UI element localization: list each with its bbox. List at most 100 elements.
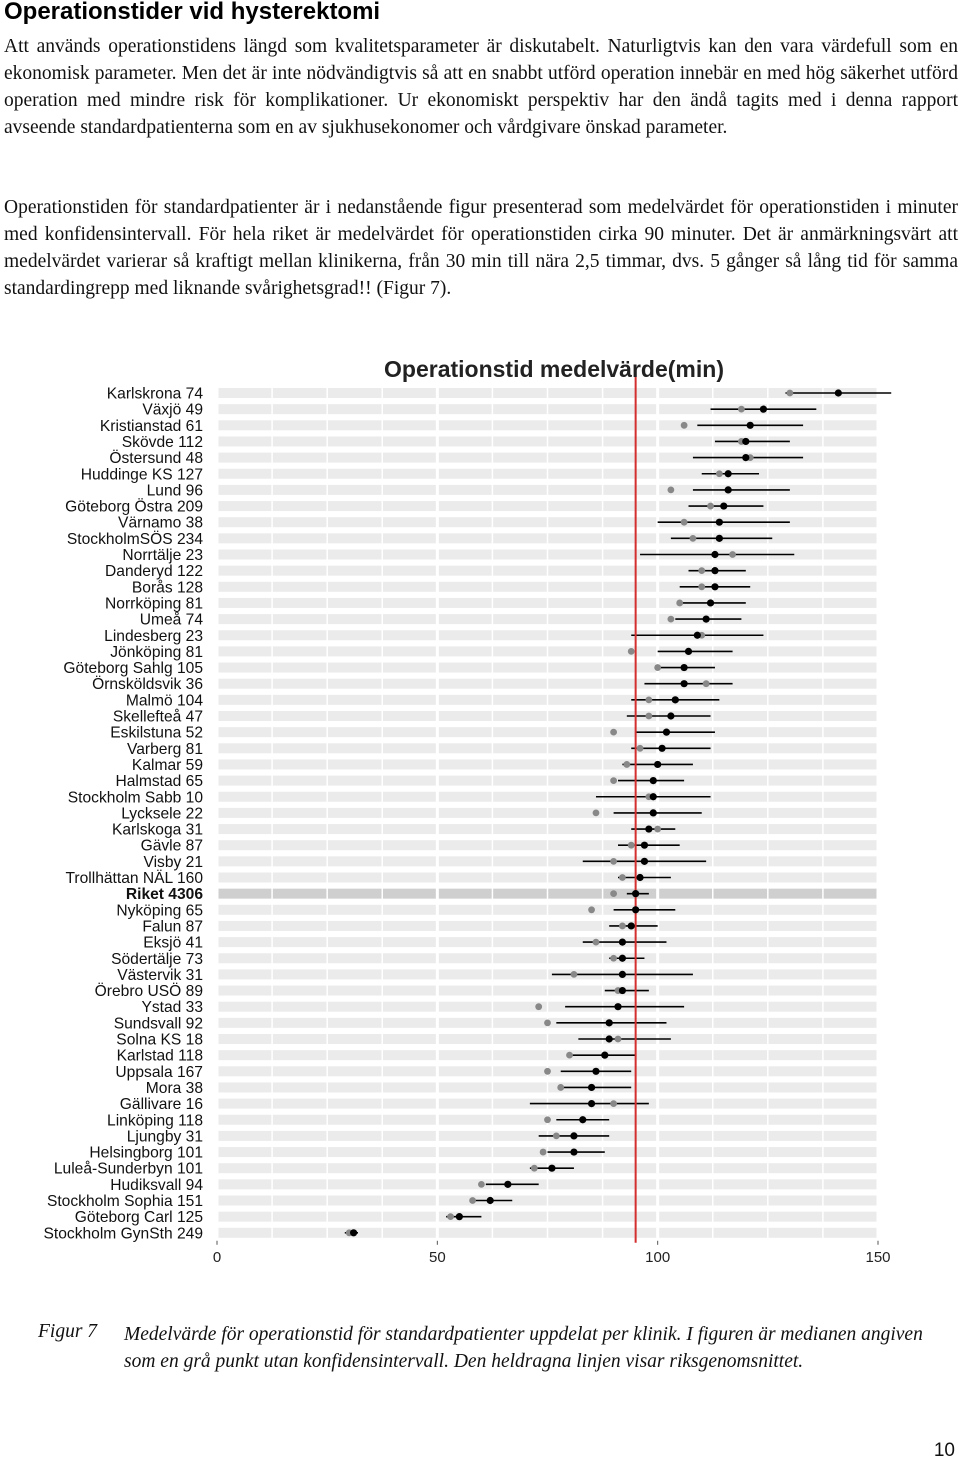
- clinic-label: Uppsala 167: [115, 1064, 203, 1081]
- median-point: [566, 1051, 573, 1059]
- mean-point: [711, 550, 719, 559]
- median-point: [654, 825, 662, 833]
- paragraph-operationstid: Operationstiden för standardpatienter är…: [4, 197, 958, 299]
- clinic-label: Västervik 31: [117, 967, 203, 984]
- median-point: [698, 583, 706, 591]
- clinic-label: Eskilstuna 52: [110, 725, 203, 742]
- median-point: [680, 518, 688, 526]
- mean-point: [711, 583, 719, 591]
- mean-point: [640, 857, 649, 865]
- clinic-label: Örebro USÖ 89: [95, 982, 203, 1000]
- clinic-label: Kalmar 59: [132, 757, 203, 774]
- clinic-label: Karlstad 118: [117, 1048, 203, 1065]
- clinic-label: Skellefteå 47: [113, 708, 203, 726]
- mean-point: [548, 1164, 556, 1172]
- clinic-label: Ljungby 31: [127, 1128, 203, 1145]
- clinic-label: Göteborg Sahlg 105: [63, 660, 203, 677]
- x-tick-label: 100: [645, 1249, 670, 1266]
- clinic-label: Norrköping 81: [105, 595, 203, 612]
- median-point: [636, 744, 644, 752]
- mean-point: [649, 793, 657, 801]
- median-point: [552, 1132, 560, 1140]
- clinic-label: Huddinge KS 127: [81, 466, 203, 483]
- clinic-label: Danderyd 122: [105, 563, 203, 580]
- mean-point: [662, 728, 671, 736]
- mean-point: [649, 777, 657, 785]
- median-point: [623, 761, 631, 768]
- median-point: [557, 1084, 565, 1091]
- clinic-label: Kristianstad 61: [100, 418, 203, 435]
- mean-point: [706, 599, 715, 607]
- median-point: [610, 728, 617, 736]
- mean-point: [711, 567, 719, 575]
- mean-point: [618, 970, 627, 979]
- median-point: [737, 405, 745, 413]
- median-point: [689, 534, 697, 542]
- mean-point: [742, 437, 750, 446]
- mean-point: [684, 647, 693, 655]
- clinic-label: Gävle 87: [141, 838, 203, 855]
- clinic-label: Värnamo 38: [118, 515, 203, 532]
- mean-point: [587, 1083, 596, 1092]
- mean-point: [601, 1051, 609, 1059]
- clinic-label: Umeå 74: [140, 611, 204, 629]
- clinic-label: Visby 21: [143, 854, 203, 871]
- mean-points: [350, 389, 842, 1237]
- mean-point: [667, 712, 675, 720]
- median-point: [610, 777, 617, 784]
- clinic-label: Riket 4306: [126, 886, 203, 903]
- figure-caption: Medelvärde för operationstid för standar…: [124, 1324, 923, 1372]
- clinic-label: Göteborg Carl 125: [75, 1209, 204, 1226]
- mean-point: [350, 1229, 358, 1237]
- mean-point: [570, 1148, 578, 1156]
- median-point: [539, 1148, 547, 1156]
- clinic-label: Lindesberg 23: [104, 628, 203, 645]
- mean-point: [618, 986, 627, 995]
- median-point: [570, 971, 578, 978]
- median-point: [676, 599, 684, 607]
- clinic-label: Södertälje 73: [111, 951, 203, 968]
- median-point: [667, 486, 675, 494]
- clinic-label: Norrtälje 23: [122, 547, 203, 564]
- median-point: [680, 421, 688, 429]
- mean-point: [680, 680, 688, 688]
- mean-point: [587, 1100, 596, 1108]
- median-point: [729, 551, 736, 558]
- median-points: [345, 389, 794, 1237]
- median-point: [447, 1213, 454, 1221]
- mean-point: [640, 841, 649, 849]
- median-point: [544, 1116, 551, 1124]
- clinic-label: Solna KS 18: [116, 1032, 203, 1049]
- clinic-label: Helsingborg 101: [89, 1145, 203, 1162]
- mean-point: [654, 760, 662, 769]
- median-point: [654, 664, 662, 671]
- mean-point: [720, 502, 728, 510]
- clinic-label: Malmö 104: [126, 692, 203, 709]
- median-point: [544, 1067, 551, 1075]
- median-point: [619, 874, 626, 881]
- clinic-label: Mora 38: [146, 1080, 203, 1097]
- clinic-label: Karlskoga 31: [112, 822, 203, 839]
- mean-point: [632, 890, 640, 898]
- mean-point: [486, 1196, 494, 1205]
- median-point: [698, 567, 706, 575]
- mean-point: [632, 906, 640, 914]
- median-point: [707, 502, 714, 510]
- median-point: [702, 680, 710, 688]
- mean-point: [504, 1180, 512, 1188]
- median-point: [592, 938, 600, 946]
- mean-point: [649, 809, 657, 817]
- median-point: [610, 954, 617, 962]
- x-tick-label: 50: [429, 1249, 446, 1266]
- clinic-label: Stockholm GynSth 249: [44, 1225, 204, 1242]
- mean-point: [724, 486, 732, 494]
- mean-point: [759, 405, 768, 413]
- mean-point: [570, 1132, 578, 1140]
- clinic-label: Nyköping 65: [116, 902, 203, 919]
- operation-time-chart: Operationstid medelvärde(min) Karlskrona…: [44, 356, 892, 1266]
- clinic-label: Trollhättan NÄL 160: [65, 869, 203, 887]
- median-point: [645, 696, 653, 704]
- median-point: [667, 615, 675, 623]
- mean-point: [614, 1003, 622, 1011]
- mean-point: [658, 744, 666, 752]
